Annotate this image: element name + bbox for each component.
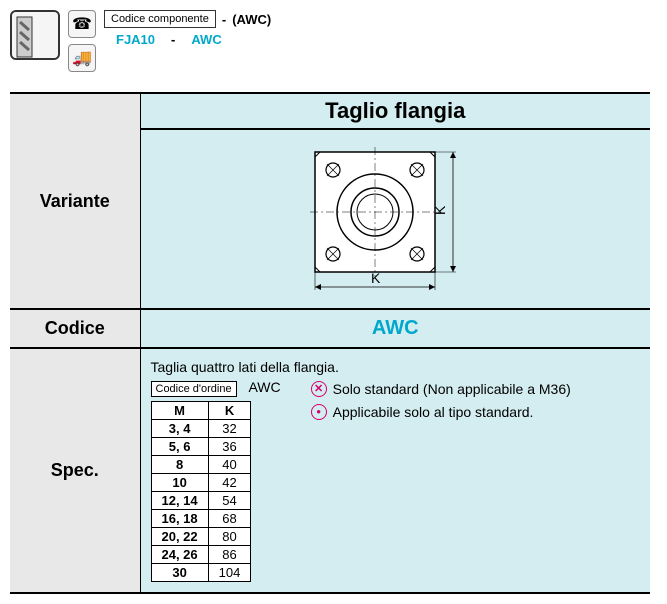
circle-x-icon: ✕ bbox=[311, 381, 327, 397]
table-row: 16, 1868 bbox=[151, 510, 251, 528]
codice-value: AWC bbox=[140, 309, 650, 348]
stripe-icon bbox=[10, 10, 60, 60]
spec-label: Spec. bbox=[10, 348, 140, 593]
m-cell: 16, 18 bbox=[151, 510, 208, 528]
table-row: 20, 2280 bbox=[151, 528, 251, 546]
k-cell: 68 bbox=[208, 510, 251, 528]
dash: - bbox=[222, 12, 226, 27]
k-cell: 86 bbox=[208, 546, 251, 564]
spec-title: Taglia quattro lati della flangia. bbox=[151, 359, 641, 375]
k-cell: 36 bbox=[208, 438, 251, 456]
m-cell: 30 bbox=[151, 564, 208, 582]
table-row: 5, 636 bbox=[151, 438, 251, 456]
m-cell: 3, 4 bbox=[151, 420, 208, 438]
table-row: 24, 2686 bbox=[151, 546, 251, 564]
col-header: Taglio flangia bbox=[140, 93, 650, 129]
code-section: Codice componente - (AWC) FJA10 - AWC bbox=[104, 10, 271, 47]
table-row: 3, 432 bbox=[151, 420, 251, 438]
mk-header-k: K bbox=[208, 402, 251, 420]
awc-paren: (AWC) bbox=[232, 12, 271, 27]
k-cell: 40 bbox=[208, 456, 251, 474]
phone-icon: ☎ bbox=[68, 10, 96, 38]
note1: Solo standard (Non applicabile a M36) bbox=[333, 379, 571, 400]
table-row: 12, 1454 bbox=[151, 492, 251, 510]
m-cell: 8 bbox=[151, 456, 208, 474]
table-row: 30104 bbox=[151, 564, 251, 582]
icons-column: ☎ 🚚 bbox=[68, 10, 96, 72]
spec-left: Codice d'ordine AWC M K 3, 4325, 6368401… bbox=[151, 379, 281, 582]
m-cell: 10 bbox=[151, 474, 208, 492]
variante-label: Variante bbox=[10, 93, 140, 309]
spec-right: ✕ Solo standard (Non applicabile a M36) … bbox=[311, 379, 571, 425]
mk-header-m: M bbox=[151, 402, 208, 420]
m-cell: 12, 14 bbox=[151, 492, 208, 510]
mk-table: M K 3, 4325, 636840104212, 145416, 18682… bbox=[151, 401, 252, 582]
header-row: ☎ 🚚 Codice componente - (AWC) FJA10 - AW… bbox=[10, 10, 657, 72]
awc-text: AWC bbox=[248, 379, 280, 395]
table-row: 1042 bbox=[151, 474, 251, 492]
table-row: 840 bbox=[151, 456, 251, 474]
note2: Applicabile solo al tipo standard. bbox=[333, 402, 534, 423]
flange-diagram: K K bbox=[285, 137, 505, 297]
svg-text:K: K bbox=[432, 205, 448, 215]
k-cell: 32 bbox=[208, 420, 251, 438]
codice-label: Codice bbox=[10, 309, 140, 348]
order-code-box: Codice d'ordine bbox=[151, 381, 237, 397]
code-value: FJA10 bbox=[116, 32, 155, 47]
truck-icon: 🚚 bbox=[68, 44, 96, 72]
m-cell: 5, 6 bbox=[151, 438, 208, 456]
code-component-box: Codice componente bbox=[104, 10, 216, 28]
k-cell: 104 bbox=[208, 564, 251, 582]
svg-text:K: K bbox=[371, 270, 381, 286]
m-cell: 24, 26 bbox=[151, 546, 208, 564]
main-table: Variante Taglio flangia bbox=[10, 92, 650, 594]
m-cell: 20, 22 bbox=[151, 528, 208, 546]
k-cell: 42 bbox=[208, 474, 251, 492]
awc-value: AWC bbox=[191, 32, 221, 47]
k-cell: 54 bbox=[208, 492, 251, 510]
dash: - bbox=[171, 32, 175, 47]
spec-cell: Taglia quattro lati della flangia. Codic… bbox=[140, 348, 650, 593]
circle-dot-icon: ● bbox=[311, 404, 327, 420]
diagram-cell: K K bbox=[140, 129, 650, 309]
k-cell: 80 bbox=[208, 528, 251, 546]
